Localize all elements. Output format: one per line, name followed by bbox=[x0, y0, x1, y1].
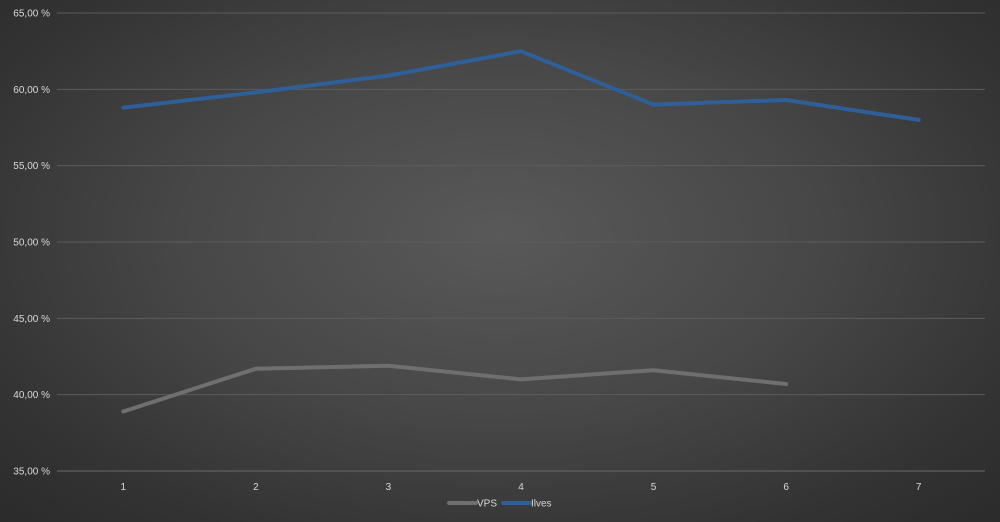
x-tick-label: 1 bbox=[121, 482, 127, 493]
legend: VPS Ilves bbox=[447, 499, 552, 510]
y-tick-label: 60,00 % bbox=[13, 85, 50, 96]
legend-label-vps: VPS bbox=[477, 499, 497, 510]
x-tick-label: 3 bbox=[386, 482, 392, 493]
data-point-ilves bbox=[519, 49, 523, 53]
data-point-ilves bbox=[784, 98, 788, 102]
x-tick-label: 4 bbox=[518, 482, 524, 493]
series-line-vps bbox=[121, 363, 789, 414]
data-point-ilves bbox=[121, 106, 125, 110]
data-point-ilves bbox=[917, 118, 921, 122]
gridlines bbox=[57, 12, 985, 472]
data-point-vps bbox=[386, 364, 390, 368]
y-tick-label: 65,00 % bbox=[13, 9, 50, 20]
data-point-ilves bbox=[386, 74, 390, 78]
x-tick-label: 7 bbox=[916, 482, 922, 493]
data-point-vps bbox=[784, 382, 788, 386]
y-axis-ticks: 35,00 % 40,00 % 45,00 % 50,00 % 55,00 % 60,00… bbox=[13, 9, 50, 478]
y-tick-label: 50,00 % bbox=[13, 238, 50, 249]
series-lines bbox=[121, 49, 921, 414]
y-tick-label: 55,00 % bbox=[13, 161, 50, 172]
data-point-vps bbox=[121, 409, 125, 413]
series-line-ilves bbox=[121, 49, 921, 122]
x-tick-label: 6 bbox=[783, 482, 789, 493]
x-axis-ticks: 1 2 3 4 5 6 7 bbox=[121, 482, 922, 493]
data-point-ilves bbox=[254, 90, 258, 94]
x-tick-label: 5 bbox=[651, 482, 657, 493]
data-point-vps bbox=[519, 377, 523, 381]
data-point-ilves bbox=[652, 103, 656, 107]
legend-label-ilves: Ilves bbox=[531, 499, 552, 510]
y-tick-label: 40,00 % bbox=[13, 390, 50, 401]
data-point-vps bbox=[652, 368, 656, 372]
y-tick-label: 45,00 % bbox=[13, 314, 50, 325]
y-tick-label: 35,00 % bbox=[13, 467, 50, 478]
x-tick-label: 2 bbox=[253, 482, 259, 493]
data-point-vps bbox=[254, 367, 258, 371]
